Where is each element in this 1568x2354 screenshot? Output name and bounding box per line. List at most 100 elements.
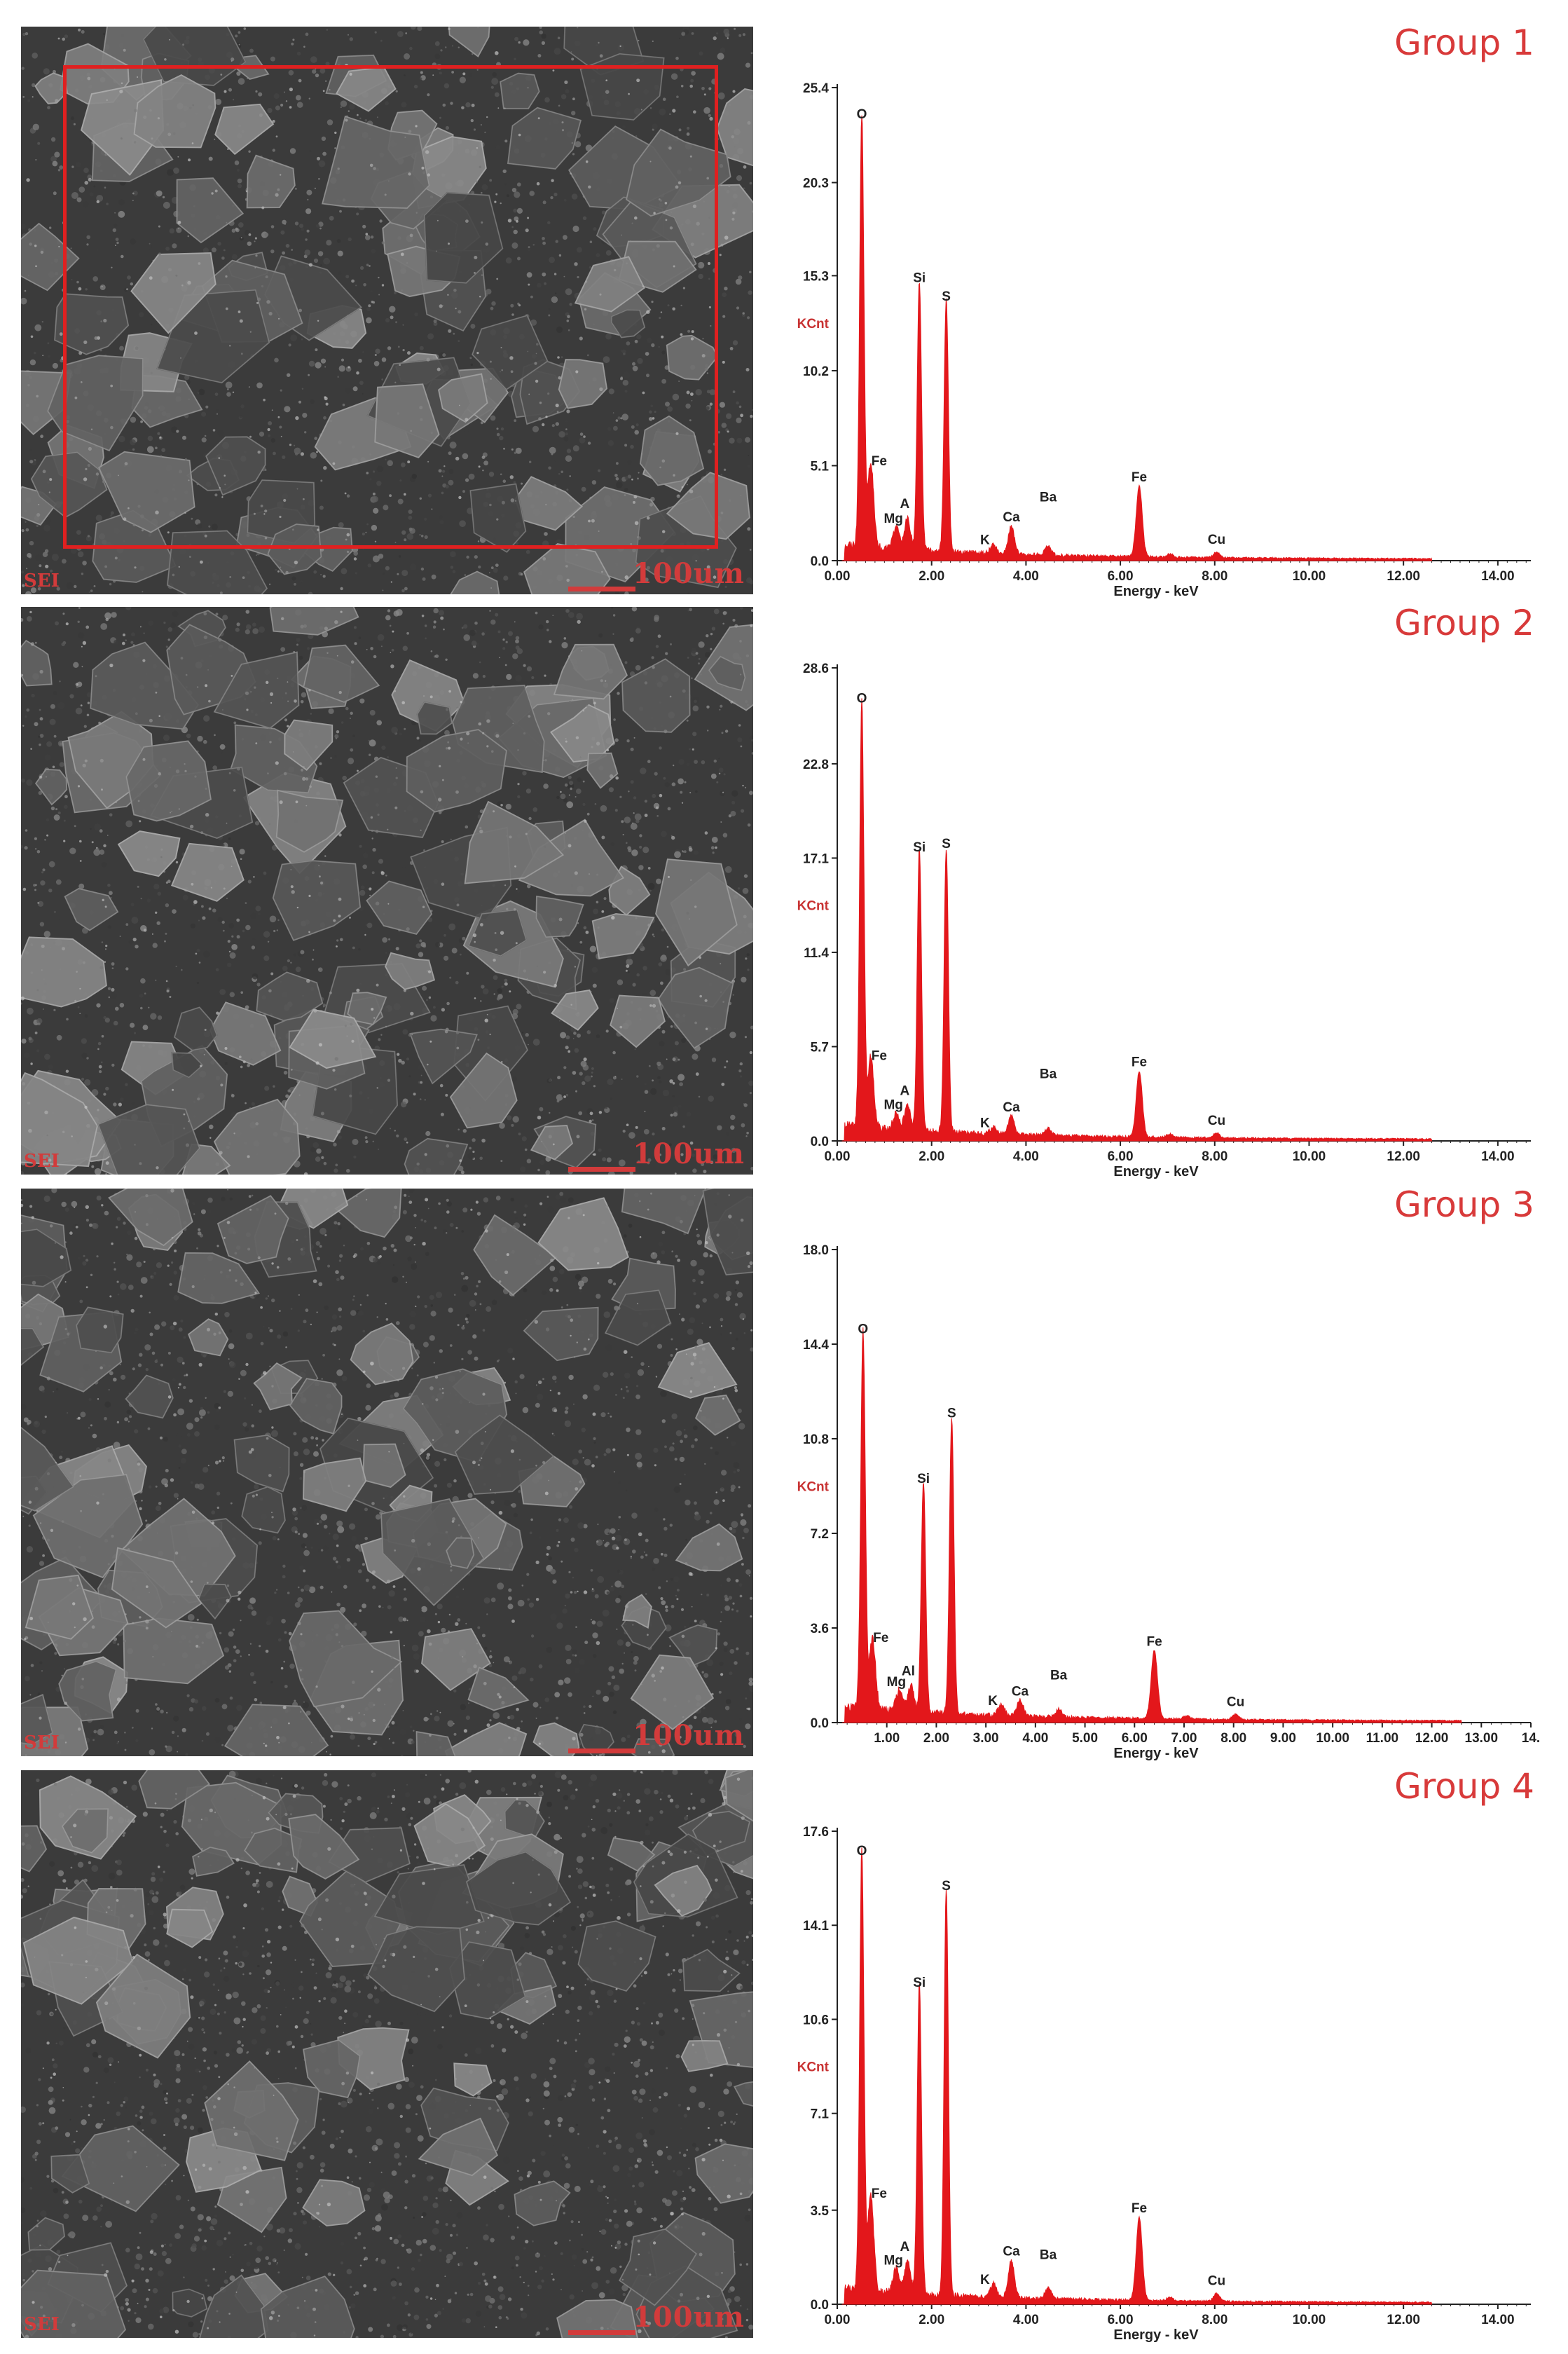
x-tick-label: 0.00 bbox=[825, 2313, 851, 2327]
y-tick-label: 28.6 bbox=[803, 662, 829, 676]
y-tick-label: 18.0 bbox=[803, 1243, 829, 1258]
peak-label: Si bbox=[913, 840, 926, 855]
x-tick-label: 11.00 bbox=[1366, 1731, 1399, 1746]
x-axis-label: Energy - keV bbox=[1113, 584, 1199, 599]
peak-label: O bbox=[858, 1322, 868, 1336]
peak-label: Ba bbox=[1050, 1668, 1068, 1683]
y-tick-label: 25.4 bbox=[803, 81, 829, 96]
peak-label: Fe bbox=[873, 1631, 888, 1645]
scale-label: 100um bbox=[633, 2301, 745, 2334]
y-tick-label: 11.4 bbox=[804, 946, 829, 961]
peak-label: Ba bbox=[1040, 2247, 1057, 2262]
peak-label: K bbox=[980, 1116, 990, 1131]
x-tick-label: 1.00 bbox=[874, 1731, 900, 1746]
group-row: SEI 100um Group 2 0.0 5.7 11.4 17.1 22.8 28.6 KCn… bbox=[0, 601, 1568, 1183]
x-tick-label: 12.00 bbox=[1387, 1149, 1420, 1164]
x-tick-label: 0.00 bbox=[825, 1149, 851, 1164]
peak-label: S bbox=[942, 1879, 951, 1894]
x-tick-label: 5.00 bbox=[1072, 1731, 1098, 1746]
peak-label: Si bbox=[913, 1976, 926, 1990]
group-row: SEI 100um Group 3 0.0 3.6 7.2 10.8 14.4 18.0 KCnt… bbox=[0, 1183, 1568, 1765]
x-axis-label: Energy - keV bbox=[1113, 2327, 1199, 2343]
y-tick-label: 10.6 bbox=[803, 2013, 829, 2027]
peak-label: Ca bbox=[1012, 1685, 1029, 1699]
sem-detector-label: SEI bbox=[24, 2314, 60, 2335]
peak-label: Mg bbox=[883, 2253, 902, 2268]
x-tick-label: 14.00 bbox=[1481, 1149, 1515, 1164]
scale-label: 100um bbox=[633, 1719, 745, 1752]
peak-label: Fe bbox=[1132, 1055, 1147, 1070]
y-tick-label: 20.3 bbox=[803, 177, 829, 191]
sem-detector-label: SEI bbox=[24, 570, 60, 591]
peak-label: Ba bbox=[1040, 491, 1057, 505]
x-tick-label: 2.00 bbox=[919, 2313, 944, 2327]
sem-image bbox=[21, 27, 753, 594]
group-title: Group 4 bbox=[1394, 1766, 1534, 1807]
y-tick-label: 3.6 bbox=[811, 1622, 829, 1636]
x-tick-label: 0.00 bbox=[825, 569, 851, 584]
sem-image bbox=[21, 1770, 753, 2338]
eds-chart: 0.0 3.6 7.2 10.8 14.4 18.0 KCnt 1.00 2.00 3.00 4.0… bbox=[797, 1243, 1541, 1761]
x-tick-label: 8.00 bbox=[1202, 569, 1227, 584]
peak-label: O bbox=[857, 1844, 867, 1859]
eds-spectrum-panel: Group 1 0.0 5.1 10.2 15.3 20.3 25.4 KCnt 0.00 2.0… bbox=[771, 21, 1555, 603]
sem-image bbox=[21, 1189, 753, 1756]
y-tick-label: 14.4 bbox=[803, 1338, 829, 1353]
peak-label: K bbox=[980, 2273, 990, 2287]
y-tick-label: 0.0 bbox=[811, 554, 829, 569]
peak-label: Cu bbox=[1227, 1695, 1244, 1710]
x-tick-label: 12.00 bbox=[1415, 1731, 1449, 1746]
x-tick-label: 2.00 bbox=[919, 569, 944, 584]
peak-label: A bbox=[900, 497, 909, 512]
x-tick-label: 14. bbox=[1522, 1731, 1540, 1746]
x-tick-label: 12.00 bbox=[1387, 2313, 1420, 2327]
y-tick-label: 14.1 bbox=[803, 1919, 829, 1934]
sem-detector-label: SEI bbox=[24, 1151, 60, 1172]
scale-label: 100um bbox=[633, 1137, 745, 1170]
x-tick-label: 3.00 bbox=[973, 1731, 999, 1746]
x-tick-label: 13.00 bbox=[1465, 1731, 1499, 1746]
peak-label: S bbox=[942, 837, 951, 851]
y-axis-label: KCnt bbox=[797, 317, 830, 331]
peak-label: K bbox=[988, 1694, 998, 1709]
peak-label: Fe bbox=[872, 2187, 887, 2201]
peak-label: Fe bbox=[1132, 470, 1147, 485]
eds-chart: 0.0 5.1 10.2 15.3 20.3 25.4 KCnt 0.00 2.00 4.00 6.… bbox=[797, 81, 1531, 599]
peak-label: Cu bbox=[1208, 1114, 1225, 1128]
x-tick-label: 4.00 bbox=[1013, 1149, 1039, 1164]
y-tick-label: 17.1 bbox=[803, 851, 829, 866]
x-tick-label: 6.00 bbox=[1108, 569, 1134, 584]
peak-label: K bbox=[980, 533, 990, 548]
group-title: Group 3 bbox=[1394, 1184, 1534, 1225]
x-tick-label: 2.00 bbox=[923, 1731, 949, 1746]
sem-micrograph: SEI 100um bbox=[21, 607, 753, 1175]
peak-label: O bbox=[857, 107, 867, 122]
x-tick-label: 6.00 bbox=[1108, 2313, 1134, 2327]
scale-label: 100um bbox=[633, 557, 745, 590]
peak-label: Mg bbox=[883, 1097, 902, 1112]
y-tick-label: 17.6 bbox=[803, 1825, 829, 1840]
x-tick-label: 4.00 bbox=[1022, 1731, 1048, 1746]
x-tick-label: 2.00 bbox=[919, 1149, 944, 1164]
x-tick-label: 12.00 bbox=[1387, 569, 1420, 584]
y-tick-label: 22.8 bbox=[803, 758, 829, 772]
sem-detector-label: SEI bbox=[24, 1732, 60, 1753]
y-tick-label: 5.7 bbox=[811, 1040, 829, 1055]
x-tick-label: 10.00 bbox=[1293, 569, 1326, 584]
peak-label: Mg bbox=[887, 1675, 906, 1690]
y-tick-label: 5.1 bbox=[811, 459, 830, 474]
x-tick-label: 8.00 bbox=[1202, 1149, 1227, 1164]
y-axis-label: KCnt bbox=[797, 899, 830, 914]
x-tick-label: 10.00 bbox=[1316, 1731, 1349, 1746]
x-tick-label: 10.00 bbox=[1293, 2313, 1326, 2327]
sem-micrograph: SEI 100um bbox=[21, 1189, 753, 1756]
peak-label: Cu bbox=[1208, 533, 1225, 547]
scale-bar bbox=[568, 1167, 635, 1172]
spectrum-area bbox=[841, 115, 1433, 561]
sem-micrograph: SEI 100um bbox=[21, 1770, 753, 2338]
x-tick-label: 10.00 bbox=[1293, 1149, 1326, 1164]
y-tick-label: 10.8 bbox=[803, 1432, 829, 1447]
x-tick-label: 6.00 bbox=[1122, 1731, 1148, 1746]
peak-label: Ba bbox=[1040, 1067, 1057, 1081]
peak-label: Mg bbox=[883, 512, 902, 526]
